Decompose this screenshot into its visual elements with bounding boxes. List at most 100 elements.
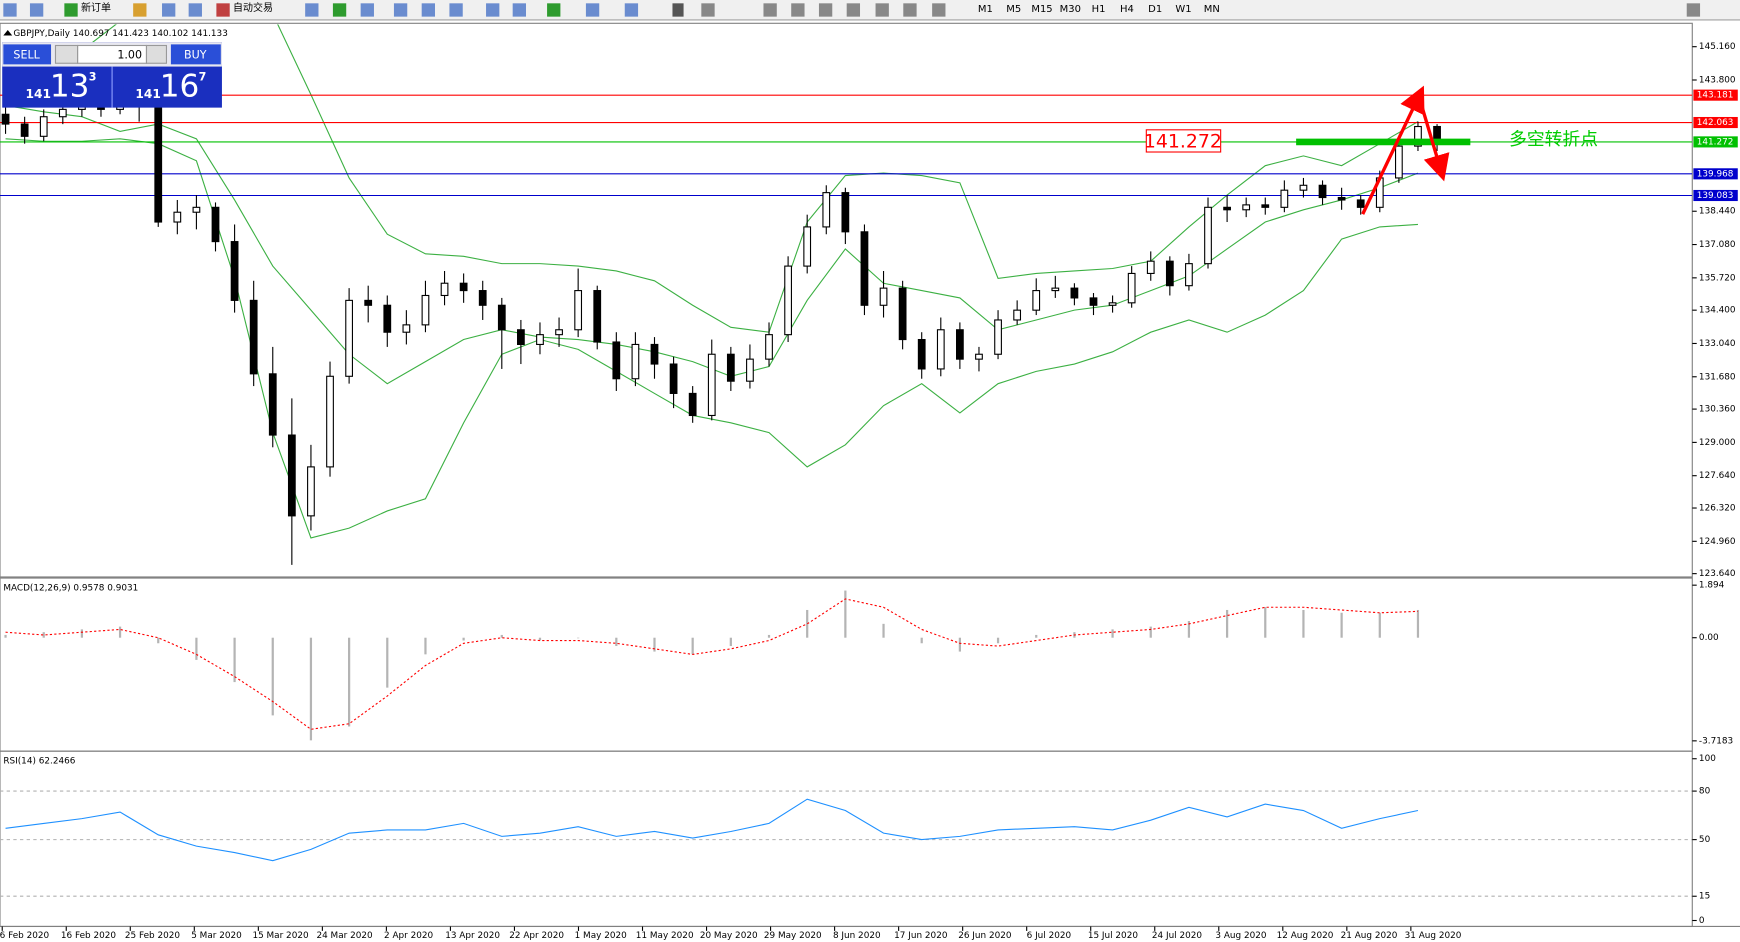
y-tick-label: 127.640 <box>1699 471 1736 481</box>
candle-body <box>1299 184 1308 191</box>
candle-body <box>421 294 430 326</box>
macd-bar <box>767 634 771 638</box>
macd-plot <box>4 590 1420 741</box>
macd-bar <box>348 637 351 727</box>
macd-bar <box>1035 634 1038 638</box>
icon[interactable] <box>624 3 639 17</box>
candle-body <box>555 329 563 336</box>
candle-body <box>650 343 659 365</box>
x-tick-label: 3 Aug 2020 <box>1215 931 1266 941</box>
price-panel <box>0 22 1693 578</box>
x-tick-label: 24 Mar 2020 <box>316 931 373 941</box>
icon[interactable] <box>133 3 147 17</box>
level-label: 141.272 <box>1697 137 1734 147</box>
timeframe-button[interactable]: H1 <box>1092 4 1106 15</box>
icon[interactable] <box>305 3 319 17</box>
icon[interactable] <box>701 3 715 17</box>
y-tick-label: 0.00 <box>1699 633 1719 643</box>
icon[interactable] <box>763 3 777 17</box>
candle-body <box>517 329 525 346</box>
timeframe-button[interactable]: M1 <box>978 4 993 15</box>
icon[interactable] <box>875 3 889 17</box>
timeframe-button[interactable]: H4 <box>1120 4 1134 15</box>
candle-body <box>1127 272 1136 304</box>
annotation: 141.272 <box>1144 131 1222 153</box>
candle-body <box>898 287 907 341</box>
buy-price-small: 7 <box>199 71 207 84</box>
icon[interactable] <box>162 3 176 17</box>
macd-bar <box>920 637 923 644</box>
icon[interactable] <box>393 3 408 17</box>
icon[interactable] <box>216 3 230 17</box>
sell-button[interactable] <box>3 44 52 65</box>
buy-button[interactable] <box>170 44 221 65</box>
macd-bar <box>729 637 732 647</box>
auto-trading[interactable]: 自动交易 <box>233 1 273 14</box>
candle-body <box>1051 287 1060 292</box>
timeframe-button[interactable]: MN <box>1204 4 1220 15</box>
icon[interactable] <box>512 3 526 17</box>
candle-body <box>211 206 220 243</box>
timeframe-button[interactable]: M5 <box>1006 4 1021 15</box>
candle-body <box>154 106 163 223</box>
candle-body <box>994 319 1002 355</box>
timeframe-button[interactable]: M15 <box>1031 4 1052 15</box>
macd-bar <box>118 626 122 638</box>
macd-bar <box>844 590 847 638</box>
icon[interactable] <box>818 3 833 17</box>
icon[interactable] <box>486 3 500 17</box>
macd-bar <box>462 637 465 641</box>
candle-body <box>1242 204 1251 211</box>
icon[interactable] <box>932 3 946 17</box>
candle-body <box>593 290 602 343</box>
rsi-title: RSI(14) 62.2466 <box>3 757 75 767</box>
icon[interactable] <box>449 3 463 17</box>
candle-body <box>1394 145 1403 179</box>
trend-arrow-up <box>1361 85 1425 215</box>
y-tick-label: 145.160 <box>1699 42 1736 52</box>
macd-bar <box>691 637 694 655</box>
sell-price-big: 141 <box>26 87 51 101</box>
candle-body <box>230 241 239 301</box>
icon[interactable] <box>64 3 78 17</box>
x-tick-label: 31 Aug 2020 <box>1405 931 1462 941</box>
new-order[interactable]: 新订单 <box>81 1 111 14</box>
icon[interactable] <box>3 3 17 17</box>
sell-label: SELL <box>13 48 40 61</box>
macd-bar <box>1264 607 1267 638</box>
timeframe-button[interactable]: W1 <box>1175 4 1191 15</box>
candle-body <box>192 206 201 213</box>
icon[interactable] <box>672 3 684 17</box>
icon[interactable] <box>332 3 347 17</box>
y-tick-label: -3.7183 <box>1699 736 1733 746</box>
price-plot: 141.272 多空转折点 <box>0 24 1693 565</box>
macd-bar <box>424 637 427 655</box>
icon[interactable] <box>188 3 202 17</box>
icon[interactable] <box>421 3 435 17</box>
timeframe-button[interactable]: D1 <box>1148 4 1162 15</box>
icon[interactable] <box>903 3 917 17</box>
macd-bar <box>996 637 1000 644</box>
icon[interactable] <box>585 3 600 17</box>
candle-body <box>1414 125 1422 147</box>
icon[interactable] <box>791 3 805 17</box>
macd-bar <box>1225 609 1229 638</box>
candle-body <box>1 113 10 125</box>
macd-bar <box>42 632 45 638</box>
candle-body <box>975 353 983 360</box>
macd-bar <box>80 629 84 638</box>
timeframe-button[interactable]: M30 <box>1060 4 1081 15</box>
candle-body <box>784 265 792 336</box>
buy-label: BUY <box>184 48 207 61</box>
icon[interactable] <box>547 3 561 17</box>
candle-body <box>268 373 277 436</box>
macd-bar <box>538 637 542 641</box>
icon[interactable] <box>29 3 44 17</box>
candle-body <box>669 363 678 394</box>
icon[interactable] <box>1686 3 1701 17</box>
x-tick-label: 17 Jun 2020 <box>894 931 948 941</box>
icon[interactable] <box>360 3 374 17</box>
icon[interactable] <box>846 3 861 17</box>
x-tick-label: 11 May 2020 <box>636 931 694 941</box>
candle-body <box>440 282 449 297</box>
